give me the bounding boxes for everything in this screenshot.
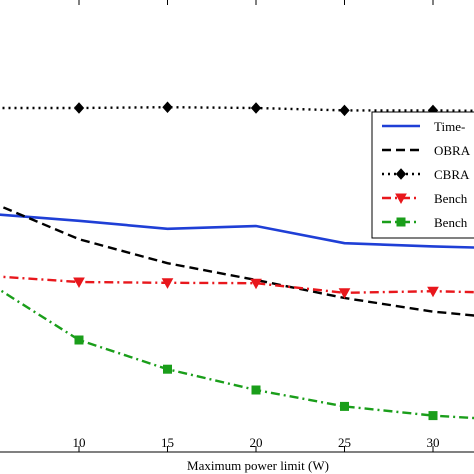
- x-tick-label: 30: [427, 435, 440, 450]
- legend-item: Time-: [382, 119, 465, 134]
- series-point: [250, 102, 262, 114]
- x-axis-ticks: 10 15 20 25 30: [73, 0, 440, 452]
- series-point: [73, 102, 85, 114]
- legend-label: OBRA: [434, 143, 471, 158]
- series-point: [161, 278, 174, 289]
- axes-frame: [0, 451, 474, 453]
- x-tick-label: 15: [161, 435, 174, 450]
- series-point: [251, 385, 261, 395]
- series-line: [0, 288, 474, 420]
- series-point: [339, 104, 350, 117]
- series-point: [73, 277, 85, 289]
- legend-label: CBRA: [434, 167, 470, 182]
- legend-label: Time-: [434, 119, 465, 134]
- series-point: [74, 335, 84, 345]
- legend-item: Bench: [382, 191, 468, 206]
- legend-item: OBRA: [382, 143, 471, 158]
- legend-marker: [396, 217, 406, 227]
- plot-marks: [0, 101, 474, 421]
- series-line: [0, 213, 474, 249]
- legend-item: Bench: [382, 215, 468, 230]
- legend-item: CBRA: [382, 167, 470, 182]
- legend-label: Bench: [434, 215, 468, 230]
- series-4: [0, 275, 474, 299]
- legend-marker: [395, 168, 407, 180]
- series-point: [427, 286, 439, 298]
- legend-marker: [395, 193, 407, 205]
- series-point: [163, 364, 172, 374]
- legend: Time- OBRA CBRA Bench Bench: [371, 111, 474, 239]
- series-line: [0, 105, 474, 112]
- series-line: [0, 275, 474, 295]
- x-axis-label: Maximum power limit (W): [187, 458, 329, 473]
- series-point: [338, 288, 351, 299]
- legend-label: Bench: [434, 191, 468, 206]
- series-point: [428, 411, 438, 421]
- series-point: [162, 101, 173, 113]
- x-tick-label: 10: [73, 435, 86, 450]
- x-tick-label: 20: [250, 435, 263, 450]
- series-1: [0, 213, 474, 249]
- series-5: [0, 288, 474, 421]
- series-point: [250, 278, 262, 290]
- x-tick-label: 25: [338, 435, 351, 450]
- series-point: [340, 401, 349, 411]
